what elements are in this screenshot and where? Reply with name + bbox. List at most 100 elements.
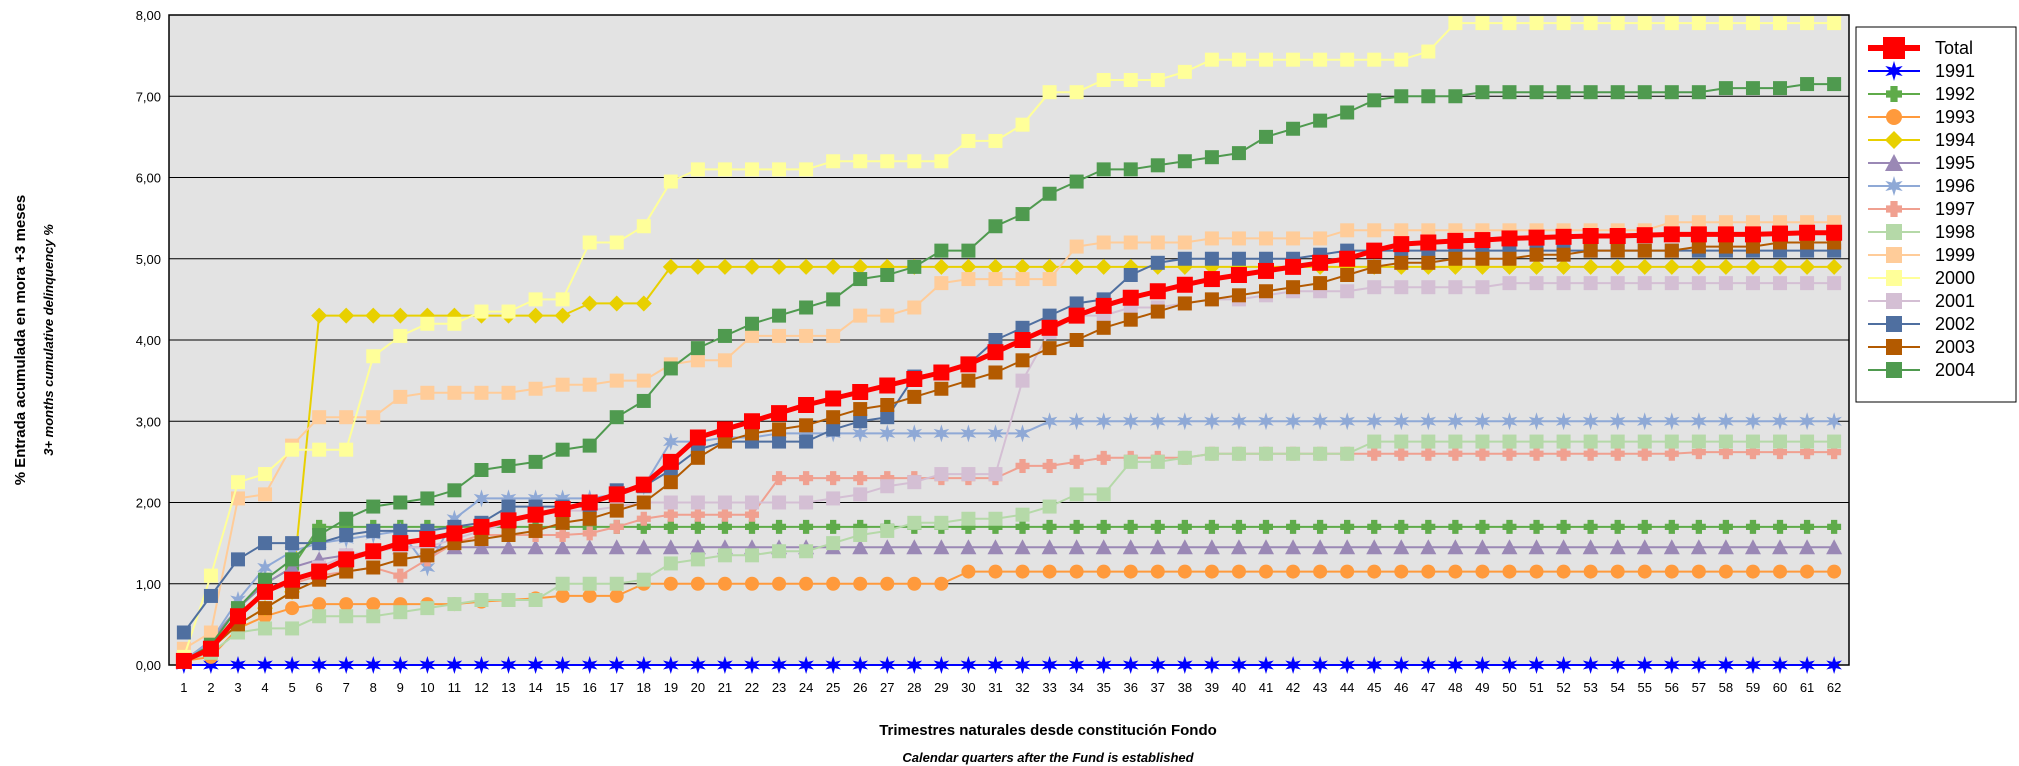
series-1994-point — [960, 258, 977, 275]
x-tick-label: 58 — [1719, 680, 1733, 695]
series-1996-point — [1637, 412, 1653, 431]
series-2000-point — [690, 162, 705, 177]
series-1999-point — [826, 328, 841, 343]
series-2004-point — [420, 491, 435, 506]
series-1998-point — [636, 572, 651, 587]
series-1998-point — [1583, 434, 1598, 449]
series-1998-point — [366, 609, 381, 624]
series-1994-point — [392, 307, 409, 324]
series-1994-point — [771, 258, 788, 275]
series-1998-point — [744, 548, 759, 563]
series-2004-point — [853, 272, 868, 287]
series-2003-point — [1448, 251, 1463, 266]
legend-label: Total — [1935, 38, 1973, 58]
x-tick-label: 22 — [745, 680, 759, 695]
series-1991-point — [1745, 656, 1761, 674]
series-1996-point — [1014, 424, 1031, 443]
series-2001-point — [1340, 284, 1355, 299]
series-2001-point — [853, 487, 868, 502]
legend-label: 2000 — [1935, 268, 1975, 288]
series-1998-point — [663, 556, 678, 571]
series-1994-point — [798, 258, 815, 275]
series-1999-point — [528, 381, 543, 396]
series-2000-point — [1367, 52, 1382, 67]
series-1997-point — [1637, 446, 1652, 461]
series-1991-point — [960, 656, 977, 674]
series-2004-point — [1421, 89, 1436, 104]
series-2004-point — [1583, 85, 1598, 100]
series-1993-point — [799, 576, 814, 591]
legend-swatch-marker — [1885, 61, 1903, 81]
series-1995-point — [1312, 539, 1329, 555]
series-2004-point — [1069, 174, 1084, 189]
legend-item-2002: 2002 — [1868, 314, 1975, 334]
legend-item-1997: 1997 — [1868, 199, 1975, 219]
series-1997-point — [744, 507, 759, 522]
legend-swatch-marker — [1883, 37, 1905, 59]
series-1992-point — [1231, 519, 1246, 534]
series-2001-point — [826, 491, 841, 506]
series-2003-point — [1286, 280, 1301, 295]
series-2001-point — [690, 495, 705, 510]
series-2000-point — [1042, 85, 1057, 100]
series-1999-point — [1259, 231, 1274, 246]
series-1992-point — [799, 519, 814, 534]
series-1993-point — [1556, 564, 1571, 579]
legend-swatch-marker — [1886, 109, 1902, 125]
series-1992-point — [1448, 519, 1463, 534]
series-1991-point — [1068, 656, 1085, 674]
series-1995-point — [1447, 539, 1464, 555]
series-2003-point — [880, 398, 895, 412]
series-2000-point — [230, 475, 245, 490]
series-1993-point — [1718, 564, 1733, 579]
series-1997-point — [853, 471, 868, 486]
series-2000-point — [1096, 73, 1111, 87]
series-2001-point — [1610, 276, 1625, 291]
series-1995-point — [1717, 539, 1734, 555]
series-2002-point — [826, 422, 841, 437]
series-1998-point — [285, 621, 300, 636]
series-1996-point — [1041, 412, 1058, 431]
series-1991-point — [1393, 656, 1410, 674]
series-2000-point — [772, 162, 787, 177]
series-1993-point — [1177, 564, 1192, 579]
series-2000-point — [1691, 16, 1706, 31]
series-1998-point — [1691, 434, 1706, 449]
series-1991-point — [1095, 656, 1112, 674]
series-1992-point — [339, 519, 354, 534]
series-1995-point — [1474, 539, 1491, 555]
series-total-point — [743, 413, 760, 430]
series-2003-point — [1015, 353, 1030, 368]
x-tick-label: 37 — [1151, 680, 1165, 695]
series-2003-point — [1421, 255, 1436, 270]
series-total-point — [527, 506, 544, 523]
legend-swatch-marker — [1885, 176, 1903, 196]
series-1992-point — [1259, 519, 1274, 534]
x-tick-label: 44 — [1340, 680, 1354, 695]
series-1998-point — [1015, 507, 1030, 522]
series-1994-point — [1014, 258, 1031, 275]
series-1996-point — [473, 489, 490, 508]
series-2002-point — [1069, 296, 1084, 311]
series-1996-point — [1582, 412, 1599, 431]
series-1993-point — [1069, 564, 1084, 579]
series-2000-point — [1745, 16, 1760, 31]
series-1995-point — [1095, 539, 1112, 555]
series-1996-point — [1285, 412, 1301, 431]
series-2000-point — [1123, 73, 1138, 87]
x-tick-label: 19 — [664, 680, 678, 695]
series-1991-point — [1691, 656, 1707, 674]
series-1997-point — [1610, 446, 1625, 461]
series-2001-point — [1448, 280, 1463, 295]
series-1996-point — [798, 424, 814, 443]
series-1998-point — [1286, 446, 1301, 461]
series-1991-point — [852, 656, 868, 674]
series-2004-point — [663, 361, 678, 376]
series-1994-point — [1663, 258, 1680, 275]
series-1994-point — [1528, 258, 1545, 275]
series-1994-point — [1636, 258, 1653, 275]
series-2002-point — [1123, 268, 1138, 282]
series-1991-point — [419, 656, 436, 674]
series-1993-point — [690, 576, 705, 591]
series-2000-point — [582, 235, 597, 250]
